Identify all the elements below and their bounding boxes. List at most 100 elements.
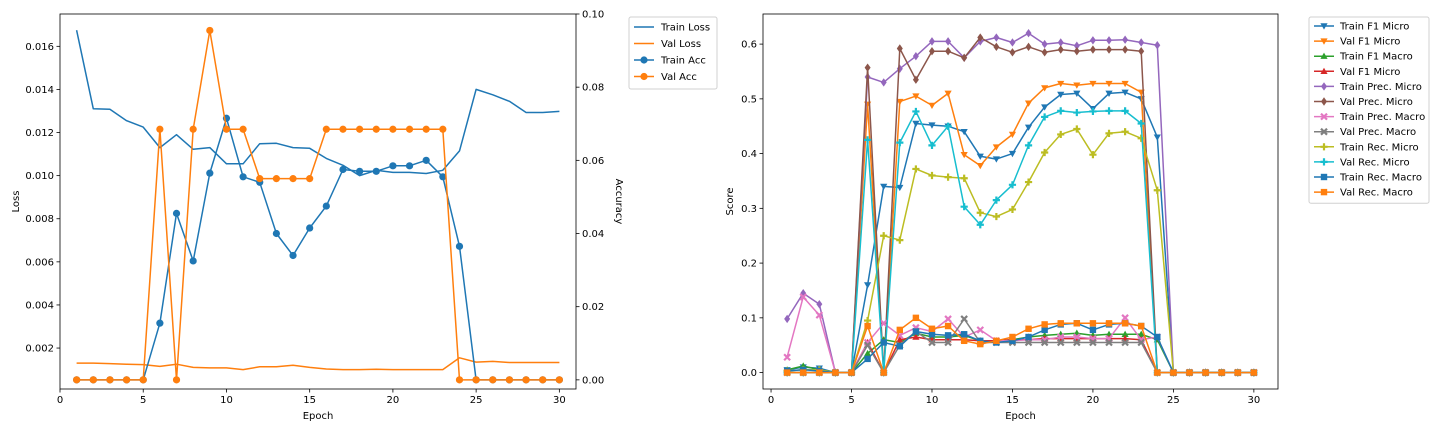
data-point-val-acc — [139, 376, 147, 384]
data-point-val-rec-micro — [1089, 107, 1097, 116]
y2-tick-label: 0.00 — [582, 375, 604, 386]
data-point-val-rec-macro — [1202, 369, 1209, 376]
data-point-val-prec-micro — [1122, 45, 1129, 54]
series-line-val-loss — [76, 357, 560, 371]
legend-marker — [1320, 127, 1328, 136]
legend-label: Val Rec. Macro — [1340, 188, 1413, 199]
y-axis-label: Score — [725, 187, 736, 215]
x-tick-label: 25 — [1167, 395, 1180, 406]
data-point-val-rec-micro — [1008, 181, 1017, 189]
data-point-val-rec-micro — [864, 136, 872, 144]
data-point-val-acc — [372, 125, 380, 133]
data-point-train-rec-macro — [880, 339, 887, 346]
x-axis-label: Epoch — [303, 411, 334, 422]
data-point-val-f1-micro — [944, 90, 952, 97]
data-point-val-rec-macro — [1218, 369, 1225, 376]
x-tick-label: 15 — [1006, 395, 1019, 406]
data-point-train-rec-micro — [1137, 134, 1145, 142]
data-point-val-f1-micro — [912, 333, 920, 340]
data-point-train-acc — [389, 162, 397, 170]
data-point-val-acc — [206, 26, 214, 35]
legend-label: Val F1 Micro — [1340, 37, 1400, 48]
x-tick-label: 10 — [926, 395, 939, 406]
y2-tick-label: 0.10 — [582, 10, 604, 21]
legend-marker — [1320, 52, 1328, 59]
y-tick-label: 0.5 — [741, 94, 757, 105]
data-point-train-rec-micro — [1153, 186, 1161, 194]
legend-label: Train Prec. Micro — [1339, 82, 1422, 93]
y-tick-label: 0.014 — [25, 85, 54, 96]
legend-label: Train F1 Macro — [1339, 52, 1413, 63]
y-tick-label: 0.6 — [741, 40, 757, 51]
data-point-val-rec-macro — [1250, 369, 1258, 376]
data-point-val-prec-macro — [1105, 338, 1113, 347]
x-tick-label: 0 — [57, 395, 63, 406]
data-point-train-prec-micro — [1122, 35, 1129, 44]
data-point-val-prec-micro — [1138, 47, 1145, 56]
legend-label: Val Prec. Micro — [1340, 97, 1413, 108]
data-point-train-f1-micro — [1073, 90, 1081, 97]
data-point-val-rec-macro — [864, 322, 871, 330]
data-point-val-acc — [322, 125, 330, 133]
data-point-val-rec-micro — [1137, 119, 1145, 128]
x-tick-label: 30 — [553, 395, 566, 406]
series-line-val-acc — [76, 29, 560, 381]
series-line-train-prec-macro — [786, 296, 1254, 374]
data-point-val-rec-macro — [816, 369, 823, 376]
data-point-train-prec-micro — [1025, 28, 1032, 38]
data-point-val-prec-macro — [1056, 338, 1065, 347]
data-point-val-rec-micro — [992, 196, 1000, 204]
y2-tick-label: 0.04 — [582, 229, 604, 240]
data-point-train-f1-micro — [864, 282, 872, 289]
data-point-val-rec-macro — [1170, 369, 1177, 376]
data-point-val-rec-macro — [1234, 369, 1241, 376]
data-point-train-prec-macro — [1121, 314, 1129, 322]
data-point-train-f1-macro — [1121, 330, 1129, 337]
data-point-val-f1-micro — [992, 144, 1000, 151]
data-point-val-rec-macro — [1138, 322, 1145, 330]
data-point-train-acc — [156, 319, 164, 327]
data-point-val-rec-micro — [944, 122, 952, 130]
data-point-val-rec-micro — [1073, 108, 1081, 117]
data-point-train-prec-micro — [880, 78, 887, 87]
data-point-train-acc — [439, 173, 447, 181]
data-point-train-rec-micro — [928, 171, 936, 180]
data-point-val-acc — [522, 376, 530, 384]
data-point-val-prec-macro — [863, 341, 872, 349]
series-line-train-prec-micro — [786, 32, 1254, 374]
data-point-val-f1-micro — [1057, 80, 1065, 88]
data-point-val-rec-macro — [832, 369, 839, 376]
plot-frame — [59, 13, 577, 390]
data-point-val-f1-micro — [1041, 85, 1049, 92]
data-point-val-rec-micro — [1041, 113, 1049, 121]
data-point-train-f1-micro — [896, 184, 904, 192]
data-point-val-prec-macro — [1040, 338, 1049, 347]
data-point-val-rec-micro — [1105, 107, 1113, 115]
x-tick-label: 20 — [1087, 395, 1100, 406]
data-point-train-prec-macro — [879, 319, 888, 328]
legend-marker — [640, 72, 648, 81]
data-point-val-prec-micro — [993, 42, 1000, 52]
data-point-train-prec-micro — [928, 37, 935, 46]
data-point-train-acc — [422, 156, 430, 164]
data-point-train-f1-micro — [912, 120, 920, 128]
data-point-train-f1-micro — [1153, 134, 1161, 141]
data-point-val-rec-macro — [880, 369, 887, 376]
legend-label: Train F1 Micro — [1339, 22, 1409, 33]
data-point-train-prec-micro — [1154, 41, 1161, 50]
data-point-val-prec-macro — [1073, 338, 1081, 347]
data-point-val-rec-macro — [800, 369, 807, 376]
legend-label: Val Loss — [661, 39, 701, 50]
data-point-val-rec-macro — [1105, 320, 1113, 327]
y-tick-label: 0.0 — [741, 368, 757, 379]
data-point-val-rec-macro — [977, 340, 984, 348]
legend-label: Val Acc — [661, 72, 697, 83]
data-point-train-acc — [306, 224, 314, 232]
data-point-train-f1-micro — [960, 129, 968, 136]
data-point-train-rec-micro — [896, 236, 904, 244]
data-point-train-rec-macro — [1009, 337, 1016, 345]
data-point-val-rec-micro — [960, 203, 968, 211]
legend-label: Train Prec. Macro — [1339, 112, 1425, 123]
data-point-val-prec-micro — [1073, 47, 1080, 56]
data-point-val-acc — [156, 125, 164, 133]
